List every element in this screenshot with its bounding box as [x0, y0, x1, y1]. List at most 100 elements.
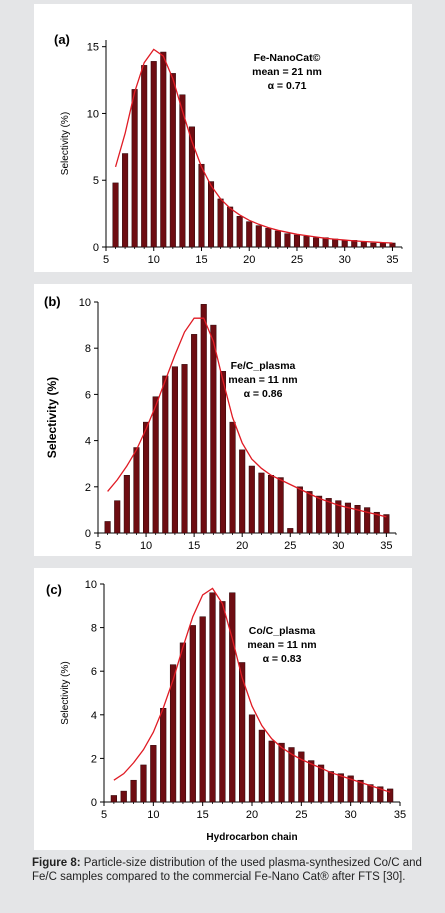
y-tick-label: 10: [79, 297, 91, 309]
x-tick-label: 5: [103, 254, 109, 266]
fit-curve: [107, 317, 387, 518]
y-tick-label: 6: [85, 389, 91, 401]
bar: [360, 241, 367, 248]
bar: [317, 764, 325, 803]
x-tick-label: 25: [295, 809, 307, 821]
bar: [120, 790, 127, 803]
x-tick-label: 30: [332, 540, 344, 552]
bar: [239, 449, 246, 534]
bar: [130, 779, 137, 803]
caption-text: Particle-size distribution of the used p…: [32, 857, 422, 883]
bar: [325, 498, 332, 534]
bar: [123, 475, 130, 534]
chart-panel-a: 5 10 15 20 25 30 35 0 5 10 15 Selectivity (%) (a) Fe-…: [34, 4, 412, 272]
annotation-line: mean = 11 nm: [247, 639, 316, 651]
bar: [284, 233, 291, 248]
bar: [296, 486, 303, 534]
x-tick-label: 5: [95, 540, 101, 552]
bar: [246, 221, 253, 248]
bar: [160, 51, 167, 248]
bar: [110, 795, 117, 803]
y-axis-label: Selectivity (%): [60, 112, 71, 175]
x-tick-label: 35: [380, 540, 392, 552]
bar: [200, 304, 207, 534]
bar: [114, 500, 121, 534]
x-tick-label: 10: [148, 254, 160, 266]
x-tick-label: 5: [101, 809, 107, 821]
bar: [265, 228, 272, 248]
x-tick-label: 15: [197, 809, 209, 821]
bar: [274, 230, 281, 248]
x-tick-label: 15: [188, 540, 200, 552]
bar: [337, 773, 344, 803]
y-axis-label: Selectivity (%): [45, 377, 59, 458]
fit-curve: [114, 48, 393, 244]
x-tick-label: 10: [147, 809, 159, 821]
bar: [150, 745, 157, 803]
bar: [219, 371, 227, 534]
bar: [181, 364, 188, 534]
x-tick-label: 30: [339, 254, 351, 266]
bar: [255, 225, 262, 248]
bar: [179, 642, 187, 803]
bar: [258, 472, 265, 534]
y-tick-label: 4: [85, 436, 91, 448]
bar: [199, 616, 206, 803]
panel-label: (c): [46, 582, 62, 597]
y-tick-label: 10: [85, 579, 97, 591]
bar: [229, 421, 236, 534]
bar: [278, 742, 285, 803]
bar: [189, 625, 196, 803]
bar: [152, 396, 159, 534]
bar: [306, 491, 313, 534]
bar: [293, 234, 300, 248]
bar: [370, 242, 377, 248]
annotation-line: Fe-NanoCat©: [254, 52, 321, 64]
y-tick-label: 0: [85, 528, 91, 540]
y-tick-label: 10: [87, 108, 99, 120]
y-tick-label: 4: [91, 710, 97, 722]
x-tick-label: 25: [291, 254, 303, 266]
bar: [140, 764, 147, 803]
bar: [248, 714, 256, 803]
bar: [162, 375, 169, 534]
bar: [131, 89, 138, 248]
chart-panel-c: 5 10 15 20 25 30 35 0 2 4 6 8 10 Selectivity (%) Hydro…: [34, 568, 412, 850]
bar: [267, 475, 275, 534]
bar: [191, 334, 198, 534]
bar: [341, 240, 348, 248]
x-tick-label: 35: [394, 809, 406, 821]
bar: [258, 729, 265, 803]
bar: [198, 163, 205, 248]
bar: [327, 771, 335, 803]
y-axis-label: Selectivity (%): [60, 661, 71, 724]
x-tick-label: 10: [140, 540, 152, 552]
bar: [208, 181, 215, 248]
y-tick-label: 15: [87, 42, 99, 54]
bar: [133, 447, 140, 534]
bar: [313, 237, 320, 248]
bar: [268, 740, 275, 803]
bar: [219, 601, 226, 803]
x-tick-label: 30: [345, 809, 357, 821]
panel-label: (a): [54, 32, 70, 47]
annotation-line: α = 0.83: [263, 653, 302, 665]
bar: [150, 61, 157, 248]
bar: [171, 366, 178, 534]
x-tick-label: 20: [246, 809, 258, 821]
bar: [112, 182, 119, 248]
bar: [277, 477, 284, 534]
chart-c-svg: 5 10 15 20 25 30 35 0 2 4 6 8 10 Selectivity (%) Hydro…: [46, 579, 406, 843]
annotation-line: mean = 21 nm: [252, 66, 322, 78]
bar: [303, 236, 310, 248]
figure-caption: Figure 8: Particle-size distribution of …: [32, 856, 424, 884]
bar: [383, 514, 390, 534]
x-tick-label: 35: [386, 254, 398, 266]
x-tick-label: 15: [195, 254, 207, 266]
bar: [316, 495, 323, 534]
bar: [287, 528, 294, 534]
bar: [367, 784, 374, 803]
y-tick-label: 0: [93, 242, 99, 254]
panel-label: (b): [44, 294, 61, 309]
annotation-line: α = 0.71: [268, 80, 307, 92]
